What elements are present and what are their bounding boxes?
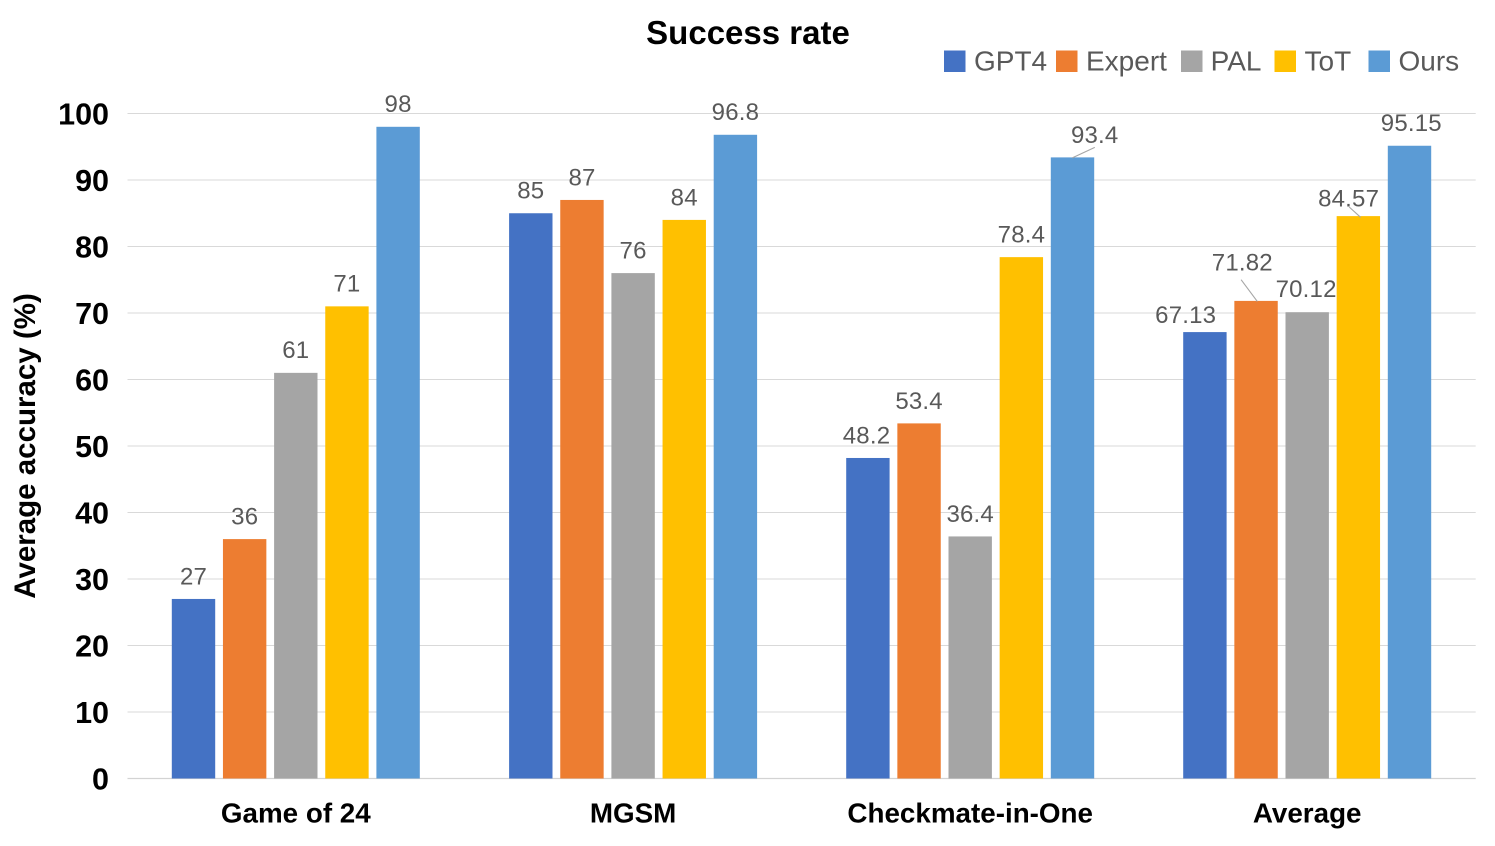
svg-text:71.82: 71.82 <box>1212 249 1273 276</box>
svg-text:36: 36 <box>231 504 258 531</box>
svg-text:36.4: 36.4 <box>946 501 994 528</box>
svg-text:71: 71 <box>333 271 360 298</box>
svg-text:76: 76 <box>620 238 647 265</box>
svg-text:Average accuracy (%): Average accuracy (%) <box>9 293 42 599</box>
svg-text:84.57: 84.57 <box>1318 185 1379 212</box>
svg-text:60: 60 <box>75 364 109 398</box>
svg-text:80: 80 <box>75 231 109 265</box>
svg-text:Expert: Expert <box>1086 46 1167 77</box>
svg-text:Game of 24: Game of 24 <box>221 798 371 829</box>
svg-text:10: 10 <box>75 696 109 730</box>
svg-text:GPT4: GPT4 <box>974 46 1047 77</box>
svg-text:53.4: 53.4 <box>895 388 943 415</box>
svg-text:96.8: 96.8 <box>712 99 760 126</box>
svg-text:27: 27 <box>180 563 207 590</box>
svg-text:78.4: 78.4 <box>998 222 1046 249</box>
svg-text:84: 84 <box>671 184 698 211</box>
svg-text:ToT: ToT <box>1305 46 1352 77</box>
svg-text:40: 40 <box>75 497 109 531</box>
svg-text:MGSM: MGSM <box>590 798 676 829</box>
svg-text:93.4: 93.4 <box>1071 122 1119 149</box>
svg-text:Ours: Ours <box>1399 46 1460 77</box>
svg-text:67.13: 67.13 <box>1155 302 1216 329</box>
svg-text:30: 30 <box>75 563 109 597</box>
svg-text:48.2: 48.2 <box>843 422 891 449</box>
svg-text:90: 90 <box>75 164 109 198</box>
svg-text:70: 70 <box>75 297 109 331</box>
svg-text:70.12: 70.12 <box>1276 276 1337 303</box>
svg-text:Average: Average <box>1253 798 1362 829</box>
svg-text:85: 85 <box>517 178 544 205</box>
svg-text:100: 100 <box>58 98 109 132</box>
svg-text:20: 20 <box>75 630 109 664</box>
svg-text:Success rate: Success rate <box>646 14 850 51</box>
svg-text:87: 87 <box>568 164 595 191</box>
svg-text:98: 98 <box>385 91 412 118</box>
svg-text:95.15: 95.15 <box>1381 110 1442 137</box>
svg-text:0: 0 <box>92 763 109 797</box>
svg-text:PAL: PAL <box>1211 46 1262 77</box>
svg-text:50: 50 <box>75 430 109 464</box>
svg-text:61: 61 <box>282 337 309 364</box>
svg-text:Checkmate-in-One: Checkmate-in-One <box>847 798 1093 829</box>
